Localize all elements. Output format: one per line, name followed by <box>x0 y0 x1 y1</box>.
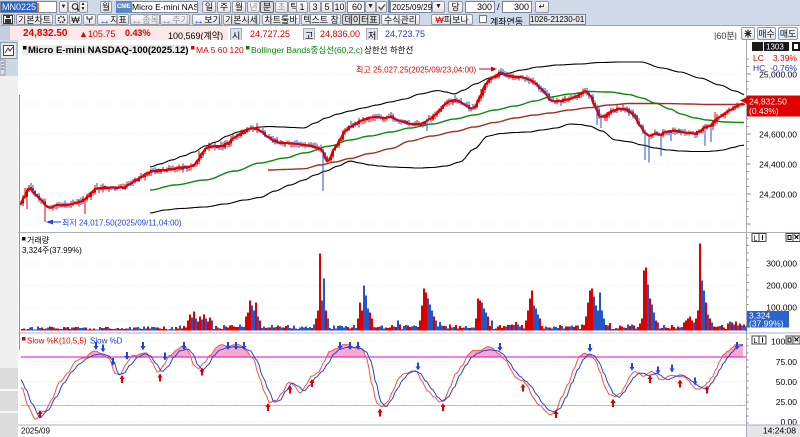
svg-text:100,000: 100,000 <box>766 303 797 313</box>
svg-text:거래량: 거래량 <box>27 235 50 245</box>
svg-text:L: L <box>754 338 758 345</box>
svg-text:상한선 하한선: 상한선 하한선 <box>364 45 413 55</box>
svg-text:24,200.00: 24,200.00 <box>759 190 797 200</box>
svg-text:(0.43%): (0.43%) <box>749 106 779 116</box>
svg-text:25,000.00: 25,000.00 <box>759 70 797 80</box>
svg-text:24,400.00: 24,400.00 <box>759 160 797 170</box>
svg-text:1303: 1303 <box>766 43 784 52</box>
svg-text:24,832.50: 24,832.50 <box>749 97 787 107</box>
svg-text:HC: HC <box>753 63 765 73</box>
svg-text:LC: LC <box>753 53 764 63</box>
svg-text:75.00: 75.00 <box>776 357 798 367</box>
svg-text:14:24:08: 14:24:08 <box>763 426 796 436</box>
svg-text:2025/09: 2025/09 <box>21 427 50 436</box>
svg-text:L: L <box>754 236 758 243</box>
svg-text:200,000: 200,000 <box>766 281 797 291</box>
svg-text:0.00: 0.00 <box>780 417 797 427</box>
svg-text:-0.76%: -0.76% <box>770 63 797 73</box>
svg-text:3,324주(37.99%): 3,324주(37.99%) <box>22 246 82 255</box>
svg-text:최고 25,027.25(2025/09/23,04:00): 최고 25,027.25(2025/09/23,04:00) <box>356 65 476 75</box>
svg-text:300,000: 300,000 <box>766 259 797 269</box>
svg-text:3.39%: 3.39% <box>773 53 798 63</box>
svg-text:50.00: 50.00 <box>776 377 798 387</box>
svg-text:(37.99%): (37.99%) <box>749 319 784 329</box>
svg-text:최저 24,017.50(2025/09/11,04:00): 최저 24,017.50(2025/09/11,04:00) <box>62 218 182 228</box>
svg-text:24,600.00: 24,600.00 <box>759 130 797 140</box>
svg-text:Micro E-mini NASDAQ-100(2025.1: Micro E-mini NASDAQ-100(2025.12) <box>28 45 189 56</box>
svg-text:Slow %D: Slow %D <box>90 337 123 346</box>
svg-text:100.00: 100.00 <box>771 337 797 347</box>
svg-text:25.00: 25.00 <box>776 397 798 407</box>
svg-text:3,324: 3,324 <box>749 311 771 321</box>
svg-text:Slow %K(10,5,5): Slow %K(10,5,5) <box>27 337 87 346</box>
svg-text:MA 5 60 120: MA 5 60 120 <box>196 45 244 55</box>
svg-text:Bollinger Bands중심선(60,2,c): Bollinger Bands중심선(60,2,c) <box>251 45 363 55</box>
